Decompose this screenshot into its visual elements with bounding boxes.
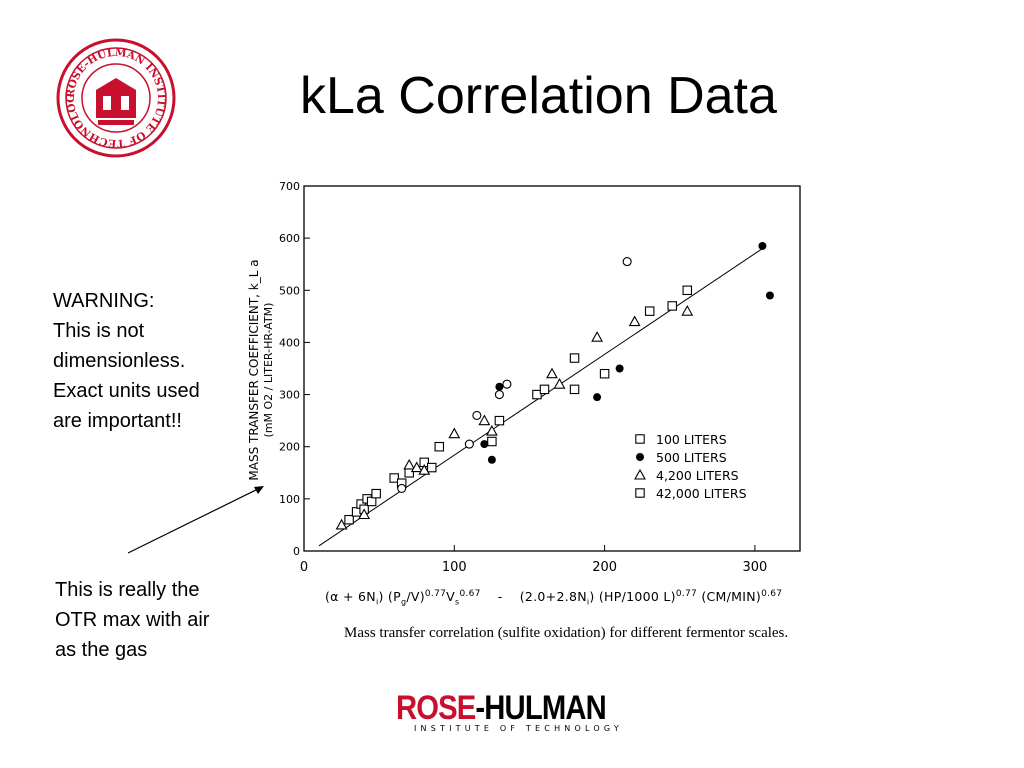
chart-caption: Mass transfer correlation (sulfite oxida… bbox=[344, 625, 789, 641]
square-data-point bbox=[487, 436, 497, 447]
warning-line: are important!! bbox=[53, 410, 182, 432]
plot-area-border bbox=[303, 185, 801, 552]
warning-line: dimensionless. bbox=[53, 350, 186, 372]
logo-rose-text: ROSE bbox=[396, 689, 476, 727]
square-data-point bbox=[644, 306, 655, 316]
y-tick-label: 400 bbox=[279, 336, 300, 349]
square-data-point bbox=[682, 285, 693, 296]
legend-label: 4,200 LITERS bbox=[656, 468, 739, 483]
triangle-data-point bbox=[358, 508, 371, 520]
triangle-data-point bbox=[335, 518, 348, 530]
legend-marker bbox=[634, 468, 646, 480]
square-data-point bbox=[667, 301, 677, 311]
triangle-data-point bbox=[478, 414, 491, 426]
pointer-arrow bbox=[127, 486, 263, 554]
triangle-data-point bbox=[403, 458, 416, 470]
square-data-point bbox=[404, 468, 414, 478]
filled-circle-data-point bbox=[480, 440, 489, 449]
y-tick-label: 100 bbox=[279, 493, 300, 506]
square-data-point bbox=[419, 457, 429, 468]
triangle-data-point bbox=[681, 305, 694, 316]
open-circle-data-point bbox=[472, 410, 482, 420]
filled-circle-data-point bbox=[495, 382, 504, 391]
triangle-data-point bbox=[485, 424, 498, 436]
triangle-data-point bbox=[448, 427, 461, 439]
otr-note-line: This is really the bbox=[55, 579, 200, 601]
square-data-point bbox=[356, 499, 366, 509]
legend-marker bbox=[635, 434, 645, 444]
warning-line: This is not bbox=[53, 320, 145, 342]
pointer-arrowhead bbox=[254, 486, 264, 494]
legend-label: 100 LITERS bbox=[656, 432, 727, 447]
filled-circle-data-point bbox=[593, 393, 602, 402]
triangle-data-point bbox=[410, 461, 423, 473]
open-circle-data-point bbox=[397, 483, 407, 493]
square-data-point bbox=[389, 473, 399, 483]
data-points bbox=[335, 241, 774, 530]
plot-frame bbox=[303, 185, 801, 552]
square-data-point bbox=[362, 494, 372, 504]
y-tick-label: 300 bbox=[279, 389, 300, 402]
warning-note: WARNING: This is not dimensionless. Exac… bbox=[53, 286, 200, 436]
y-tick-label: 0 bbox=[293, 545, 300, 558]
filled-circle-data-point bbox=[758, 241, 767, 250]
open-circle-data-point bbox=[502, 379, 512, 389]
y-tick-label: 200 bbox=[279, 441, 300, 454]
y-tick-label: 500 bbox=[279, 284, 300, 297]
rose-hulman-wordmark-logo: ROSE-HULMAN INSTITUTE OF TECHNOLOGY bbox=[396, 690, 636, 738]
warning-line: Exact units used bbox=[53, 380, 200, 402]
fit-line-group bbox=[318, 248, 763, 547]
square-data-point bbox=[569, 384, 580, 395]
filled-circle-data-point bbox=[765, 291, 774, 300]
x-tick-label: 0 bbox=[300, 560, 308, 575]
chart-legend: 100 LITERS 500 LITERS 4,200 LITERS 42,000 L… bbox=[634, 432, 747, 501]
logo-subtitle: INSTITUTE OF TECHNOLOGY bbox=[414, 724, 623, 733]
square-data-point bbox=[539, 384, 550, 395]
legend-marker bbox=[636, 453, 644, 461]
legend-label: 42,000 LITERS bbox=[656, 486, 747, 501]
square-data-point bbox=[427, 462, 437, 473]
y-axis-label-line1: MASS TRANSFER COEFFICIENT, k_L a bbox=[247, 259, 261, 480]
square-data-point bbox=[344, 514, 354, 525]
square-data-point bbox=[396, 478, 407, 488]
y-tick-label: 700 bbox=[279, 180, 300, 193]
otr-note-line: OTR max with air bbox=[55, 609, 210, 631]
square-data-point bbox=[351, 507, 362, 517]
x-axis-label: (α + 6Ni) (Pg/V)0.77Vs0.67 - (2.0+2.8Ni)… bbox=[325, 589, 783, 607]
warning-line: WARNING: bbox=[53, 290, 155, 312]
open-circle-data-point bbox=[464, 439, 474, 449]
square-data-point bbox=[532, 389, 542, 400]
filled-circle-data-point bbox=[615, 364, 624, 373]
y-axis-label: MASS TRANSFER COEFFICIENT, k_L a (mM O2 /… bbox=[247, 259, 275, 480]
square-data-point bbox=[599, 368, 610, 379]
legend-label: 500 LITERS bbox=[656, 450, 727, 465]
triangle-data-point bbox=[591, 331, 604, 342]
triangle-data-point bbox=[546, 367, 558, 379]
triangle-data-point bbox=[418, 464, 431, 475]
otr-note: This is really the OTR max with air as t… bbox=[55, 575, 209, 665]
square-data-point bbox=[359, 504, 369, 515]
y-tick-label: 600 bbox=[279, 232, 300, 245]
square-data-point bbox=[434, 441, 445, 452]
open-circle-data-point bbox=[494, 390, 504, 400]
square-data-point bbox=[371, 488, 381, 499]
otr-note-line: as the gas bbox=[55, 639, 148, 661]
correlation-fit-line bbox=[318, 248, 763, 547]
square-data-point bbox=[569, 353, 580, 363]
square-data-point bbox=[366, 496, 377, 507]
filled-circle-data-point bbox=[487, 455, 496, 464]
y-axis-label-line2: (mM O2 / LITER-HR-ATM) bbox=[262, 303, 275, 438]
triangle-data-point bbox=[553, 378, 566, 389]
triangle-data-point bbox=[628, 315, 641, 327]
page-title: kLa Correlation Data bbox=[300, 67, 777, 125]
square-data-point bbox=[494, 415, 505, 426]
logo-hulman-text: -HULMAN bbox=[475, 689, 606, 727]
open-circle-data-point bbox=[622, 257, 632, 267]
college-seal-logo: ROSE-HULMAN INSTITUTE OF TECHNOLOGY · 18… bbox=[56, 38, 176, 158]
x-tick-label: 100 bbox=[442, 560, 467, 575]
axis-ticks: 0 100 200 300 400 500 600 700 0 100 200 300 bbox=[279, 180, 767, 575]
x-tick-label: 300 bbox=[742, 560, 767, 575]
x-tick-label: 200 bbox=[592, 560, 617, 575]
legend-marker bbox=[635, 488, 645, 498]
